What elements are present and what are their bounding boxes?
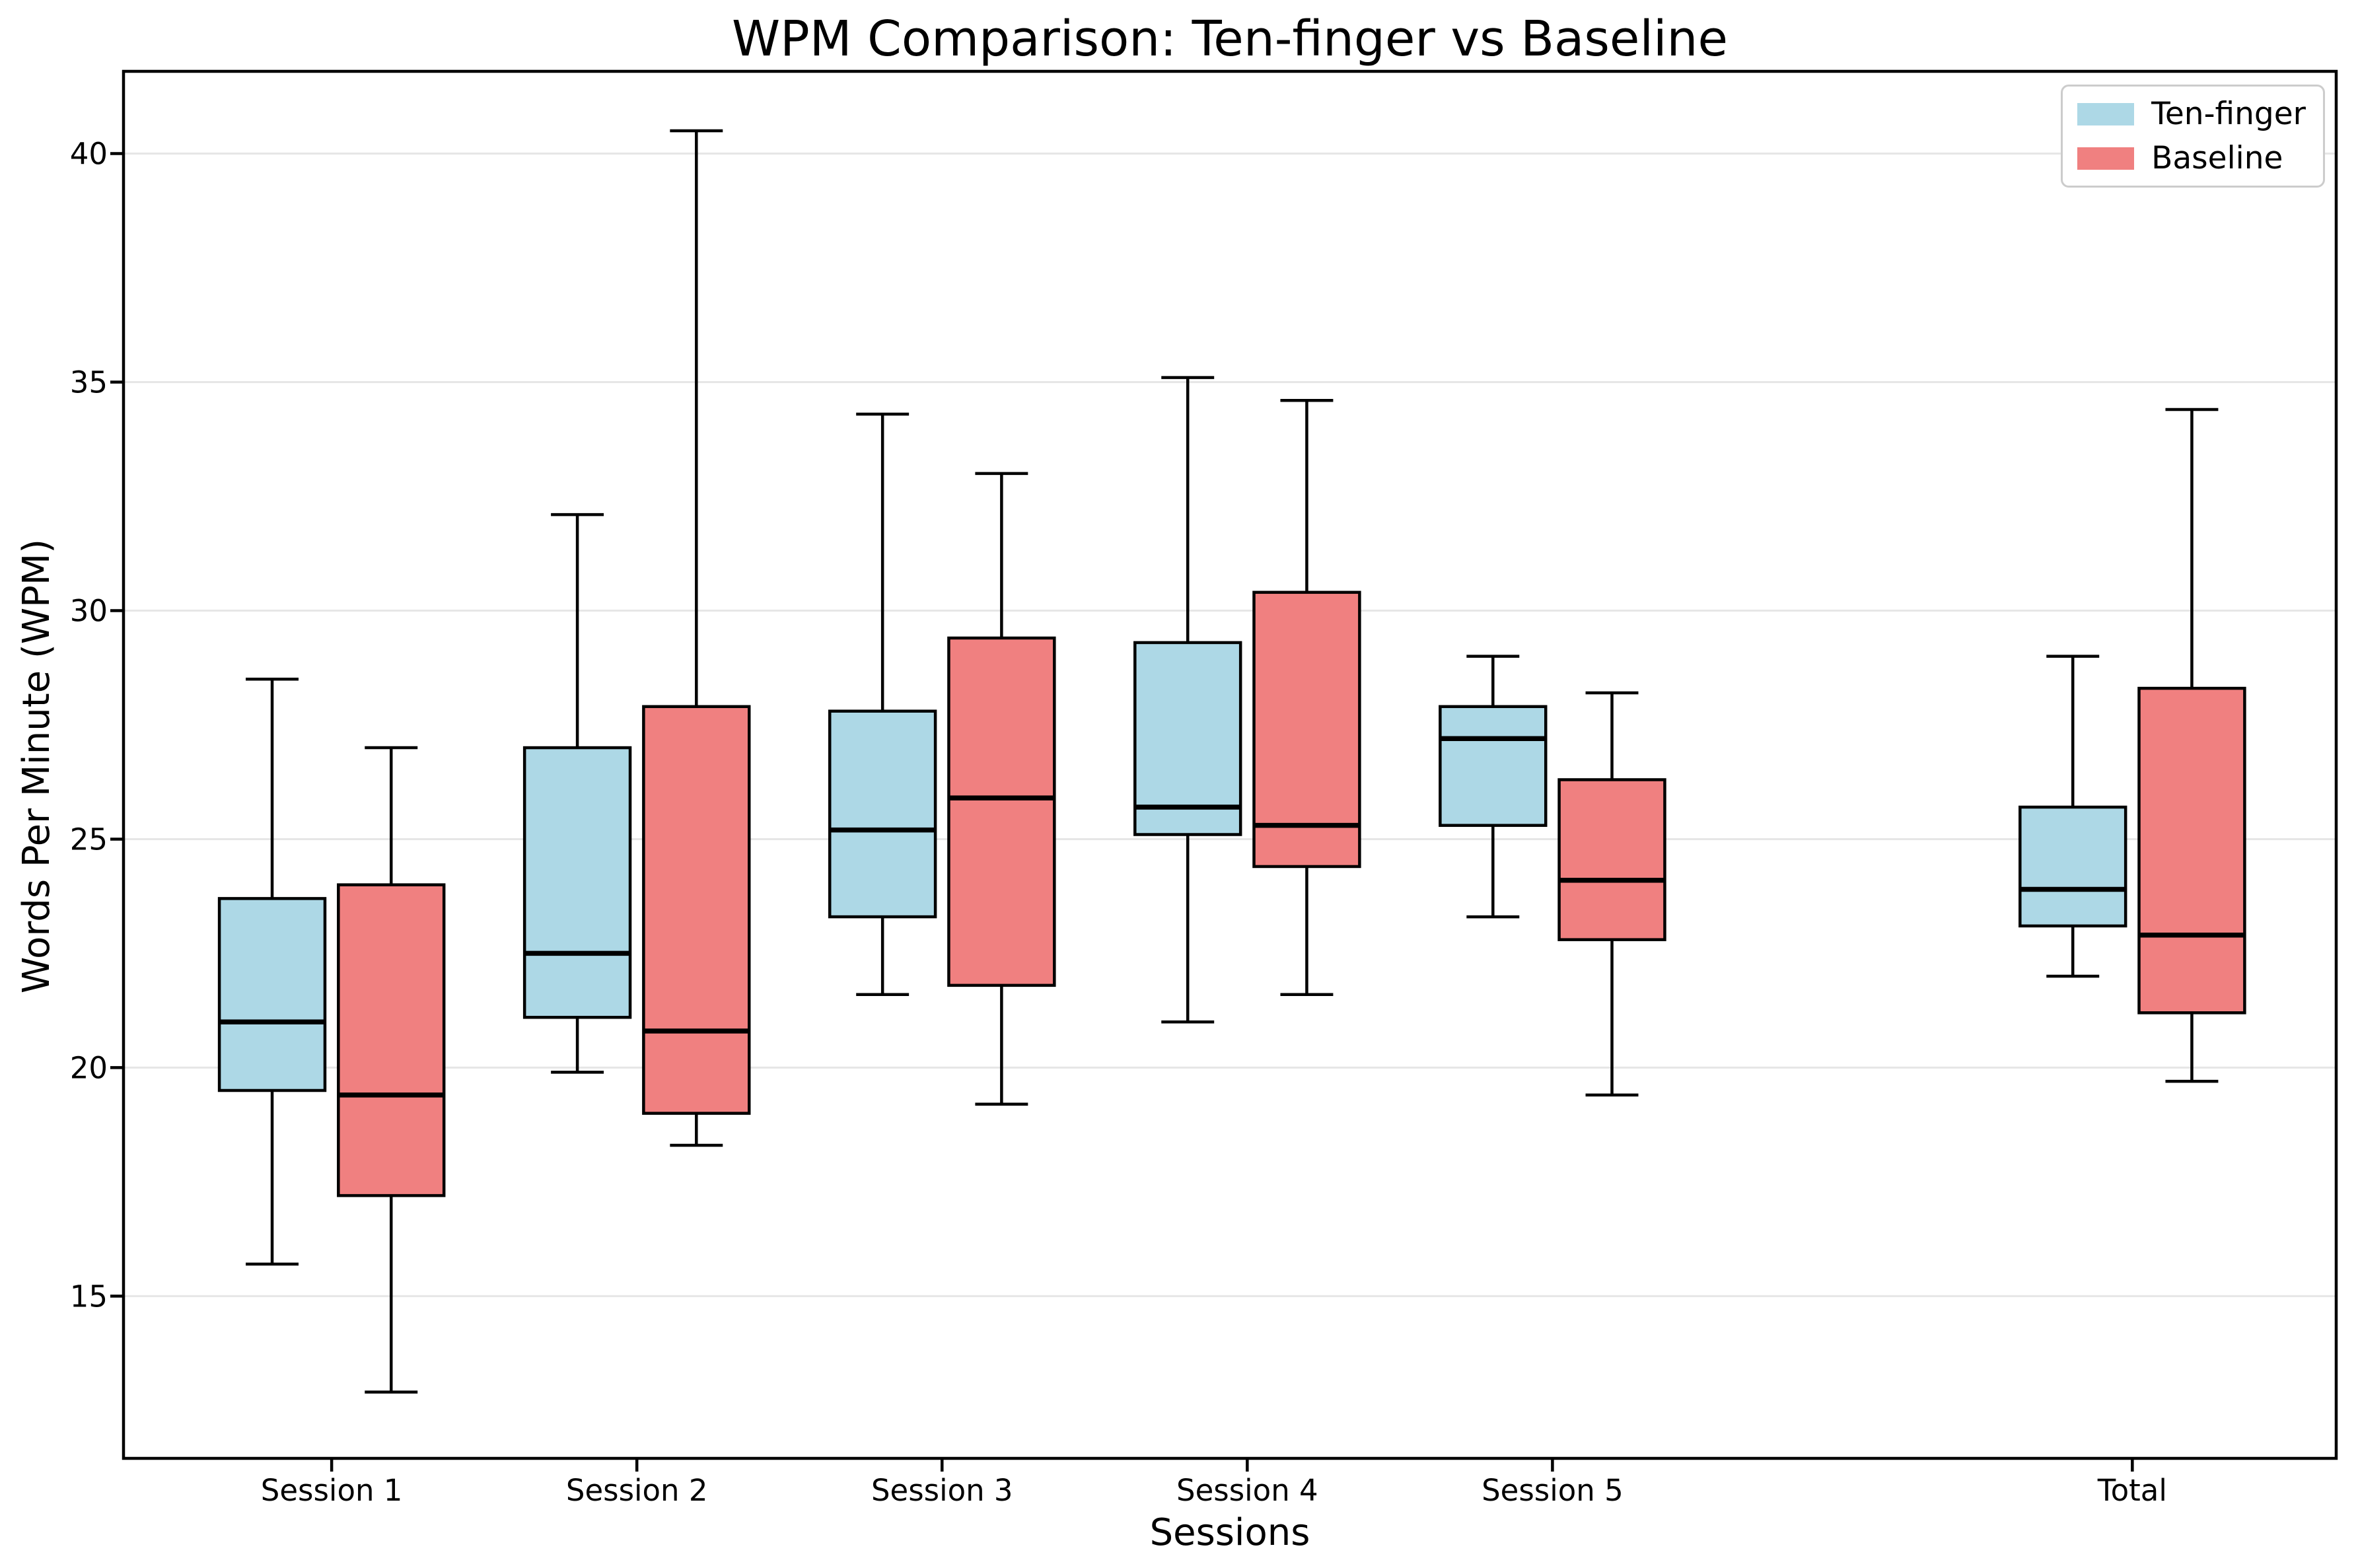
- legend: Ten-finger Baseline: [2061, 85, 2325, 188]
- ten-finger-box: [1133, 641, 1242, 836]
- x-tick-label: Session 5: [1482, 1473, 1624, 1508]
- y-tick-label: 40: [70, 137, 108, 172]
- baseline-box: [947, 636, 1056, 987]
- y-tick-label: 15: [70, 1279, 108, 1314]
- ten-finger-box: [217, 897, 327, 1092]
- baseline-box: [2137, 686, 2246, 1015]
- x-tick-label: Session 1: [261, 1473, 403, 1508]
- x-tick-label: Session 3: [871, 1473, 1013, 1508]
- x-tick-label: Session 2: [566, 1473, 708, 1508]
- x-tick-label: Total: [2097, 1473, 2167, 1508]
- baseline-box: [1557, 778, 1666, 941]
- ten-finger-box: [828, 709, 937, 919]
- y-axis-label: Words Per Minute (WPM): [15, 538, 58, 994]
- baseline-box: [642, 705, 751, 1115]
- baseline-swatch-icon: [2077, 147, 2135, 170]
- baseline-box: [337, 883, 446, 1197]
- plot-border: [122, 69, 2338, 1460]
- y-tick-label: 20: [70, 1050, 108, 1085]
- legend-item-baseline: Baseline: [2077, 143, 2306, 174]
- x-tick-label: Session 4: [1176, 1473, 1318, 1508]
- ten-finger-box: [522, 746, 632, 1019]
- ten-finger-box: [2019, 805, 2127, 928]
- legend-label: Ten-finger: [2151, 96, 2306, 132]
- x-axis-label: Sessions: [1149, 1511, 1310, 1554]
- y-tick-label: 30: [70, 593, 108, 628]
- ten-finger-box: [1439, 705, 1548, 827]
- ten-finger-swatch-icon: [2077, 102, 2135, 125]
- chart-title: WPM Comparison: Ten-finger vs Baseline: [731, 11, 1728, 67]
- y-tick-label: 35: [70, 365, 108, 400]
- baseline-box: [1252, 590, 1361, 869]
- y-tick-label: 25: [70, 822, 108, 857]
- legend-label: Baseline: [2151, 140, 2283, 176]
- legend-item-ten-finger: Ten-finger: [2077, 98, 2306, 129]
